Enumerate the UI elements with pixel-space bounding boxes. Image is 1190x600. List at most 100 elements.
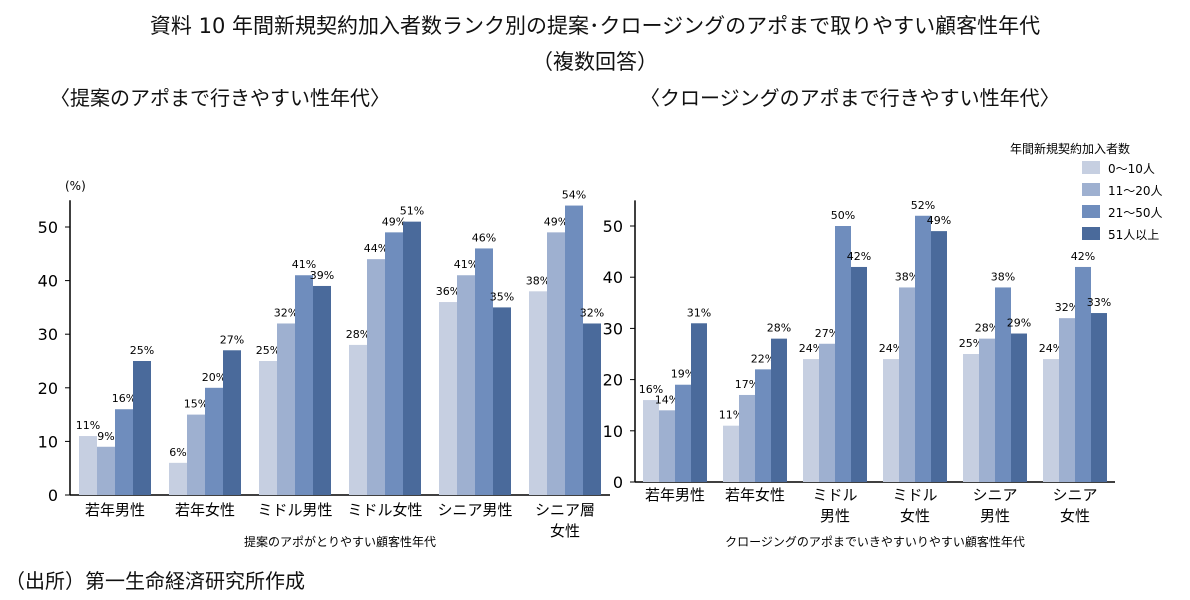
bar: [995, 287, 1011, 482]
bar: [277, 323, 295, 495]
bar: [583, 323, 601, 495]
bar: [475, 248, 493, 495]
data-label: 17%: [735, 378, 759, 391]
bar: [295, 275, 313, 495]
data-label: 49%: [544, 215, 568, 228]
legend-swatch: [1082, 183, 1100, 196]
data-label: 28%: [767, 322, 791, 335]
data-label: 35%: [490, 290, 514, 303]
bar: [313, 285, 331, 495]
data-label: 38%: [991, 270, 1015, 283]
data-label: 29%: [1007, 317, 1031, 330]
data-label: 16%: [112, 392, 136, 405]
data-label: 49%: [927, 214, 951, 227]
bar: [169, 462, 187, 495]
bar: [1043, 359, 1059, 482]
source-note: （出所）第一生命経済研究所作成: [5, 569, 305, 593]
bar: [963, 354, 979, 482]
category-label: 男性: [980, 507, 1010, 525]
data-label: 24%: [1039, 342, 1063, 355]
category-label: ミドル: [892, 486, 937, 504]
data-label: 25%: [256, 344, 280, 357]
legend-swatch: [1082, 161, 1100, 174]
bar: [565, 205, 583, 495]
bar: [883, 359, 899, 482]
data-label: 39%: [310, 269, 334, 282]
y-tick-label: 50: [38, 218, 58, 237]
category-label: シニア層: [535, 501, 595, 519]
y-tick-label: 0: [48, 486, 58, 505]
bar: [367, 259, 385, 495]
bar: [899, 287, 915, 482]
bar: [385, 232, 403, 496]
data-label: 9%: [97, 430, 114, 443]
bar: [187, 414, 205, 495]
data-label: 11%: [719, 409, 743, 422]
data-label: 42%: [847, 250, 871, 263]
y-tick-label: 20: [38, 379, 58, 398]
bar: [739, 394, 755, 482]
data-label: 32%: [274, 306, 298, 319]
data-label: 15%: [184, 398, 208, 411]
data-label: 33%: [1087, 296, 1111, 309]
y-tick-label: 0: [613, 473, 623, 492]
data-label: 24%: [879, 342, 903, 355]
data-label: 54%: [562, 189, 586, 202]
right-chart-title: 〈クロージングのアポまで行きやすい性年代〉: [640, 86, 1060, 110]
legend-title: 年間新規契約加入者数: [1010, 141, 1130, 156]
bar: [547, 232, 565, 496]
category-label: ミドル女性: [347, 501, 422, 519]
category-label: 女性: [1060, 507, 1090, 525]
bar: [931, 231, 947, 482]
bar: [915, 215, 931, 482]
y-tick-label: 30: [603, 319, 623, 338]
data-label: 27%: [220, 333, 244, 346]
bar: [835, 226, 851, 482]
bar: [675, 384, 691, 482]
bar: [439, 302, 457, 495]
data-label: 22%: [751, 352, 775, 365]
legend-label: 0～10人: [1108, 162, 1155, 176]
bar: [819, 343, 835, 482]
category-label: シニア: [972, 486, 1017, 504]
legend-label: 21～50人: [1108, 206, 1163, 220]
bar: [79, 436, 97, 495]
category-label: 女性: [900, 507, 930, 525]
category-label: シニア: [1052, 486, 1097, 504]
data-label: 24%: [799, 342, 823, 355]
bar: [457, 275, 475, 495]
figure-title: 資料 10 年間新規契約加入者数ランク別の提案･クロージングのアポまで取りやすい…: [149, 14, 1041, 38]
data-label: 32%: [580, 306, 604, 319]
bar: [851, 266, 867, 482]
bar: [205, 387, 223, 495]
data-label: 16%: [639, 383, 663, 396]
bar: [723, 425, 739, 482]
bar: [97, 446, 115, 495]
bar: [643, 400, 659, 482]
category-label: 若年女性: [175, 501, 235, 519]
data-label: 42%: [1071, 250, 1095, 263]
bar: [755, 369, 771, 482]
category-label: 男性: [820, 507, 850, 525]
bar: [1075, 266, 1091, 482]
category-label: 若年女性: [725, 486, 785, 504]
bar: [493, 307, 511, 495]
legend-label: 11～20人: [1108, 184, 1163, 198]
data-label: 27%: [815, 327, 839, 340]
legend-swatch: [1082, 205, 1100, 218]
bar: [979, 338, 995, 482]
category-label: ミドル: [812, 486, 857, 504]
y-tick-label: 20: [603, 371, 623, 390]
bar: [223, 350, 241, 495]
bar: [771, 338, 787, 482]
data-label: 44%: [364, 242, 388, 255]
data-label: 6%: [169, 446, 186, 459]
bar: [529, 291, 547, 495]
bar: [349, 344, 367, 495]
data-label: 11%: [76, 419, 100, 432]
legend-swatch: [1082, 227, 1100, 240]
y-tick-label: 10: [603, 422, 623, 441]
legend-label: 51人以上: [1108, 228, 1159, 242]
bar: [1011, 333, 1027, 482]
